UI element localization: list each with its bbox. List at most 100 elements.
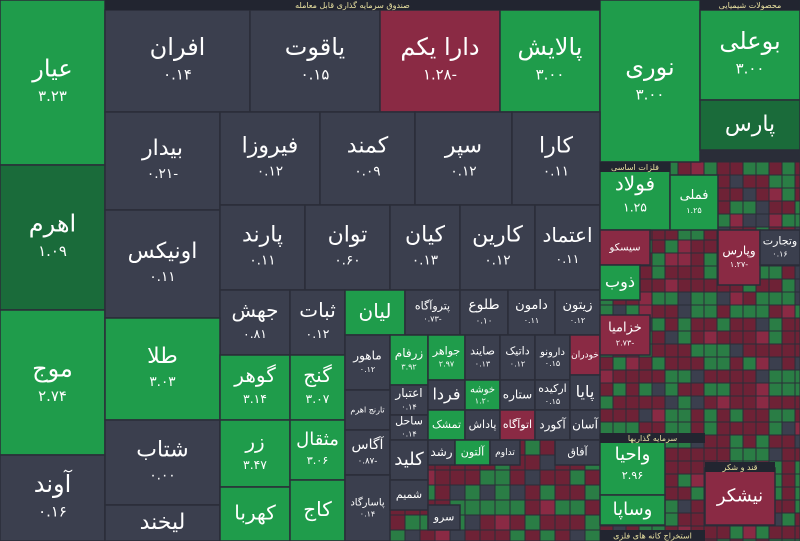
small-tile — [768, 369, 783, 384]
small-tile — [742, 317, 757, 332]
small-tile — [677, 278, 692, 293]
small-tile — [755, 525, 770, 540]
small-tile — [651, 265, 666, 280]
stock-tile: آفاق — [554, 439, 601, 466]
stock-name: دارونو — [539, 347, 565, 358]
stock-tile: واحیا ۲.۹۶ — [599, 434, 666, 496]
stock-name: فملی — [680, 188, 709, 203]
small-tile — [690, 317, 705, 332]
small-tile — [690, 252, 705, 267]
stock-change: ۰.۱۶ — [772, 250, 787, 259]
small-tile — [742, 421, 757, 436]
small-tile — [742, 382, 757, 397]
small-tile — [716, 330, 731, 345]
small-tile — [569, 469, 586, 486]
tile-bg — [717, 229, 761, 286]
small-tile — [768, 330, 783, 345]
stock-name: پایا — [576, 382, 595, 402]
small-tile — [781, 395, 796, 410]
small-tile — [781, 382, 796, 397]
small-tile — [690, 278, 705, 293]
small-tile — [494, 484, 511, 501]
stock-name: شتاب — [136, 437, 189, 462]
small-tile — [651, 278, 666, 293]
tile-bg — [534, 379, 571, 411]
tile-bg — [104, 419, 221, 506]
small-tile — [651, 291, 666, 306]
small-tile — [509, 469, 526, 486]
small-tile — [755, 421, 770, 436]
stock-tile: ارکیده ۰.۱۵ — [534, 379, 571, 411]
tile-bg — [414, 111, 513, 206]
stock-tile: پتروآگاه -۰.۷۳ — [404, 289, 461, 336]
stock-tile: زر ۳.۴۷ — [219, 419, 291, 488]
tile-bg — [219, 486, 291, 541]
small-tile — [690, 512, 705, 527]
small-tile — [638, 278, 653, 293]
small-tile — [755, 317, 770, 332]
stock-tile: اعتبار ۰.۱۴ — [389, 384, 429, 416]
small-tile — [794, 278, 800, 293]
small-tile — [703, 356, 718, 371]
small-tile — [651, 252, 666, 267]
tile-bg — [699, 9, 800, 101]
small-tile — [664, 265, 679, 280]
small-tile — [742, 200, 757, 215]
small-tile — [690, 395, 705, 410]
stock-change: ۳.۰۶ — [307, 454, 329, 467]
stock-name: فیروزا — [242, 133, 299, 158]
small-tile — [664, 499, 679, 514]
small-tile — [794, 434, 800, 449]
stock-tile: پارند ۰.۱۱ — [219, 204, 306, 291]
stock-change: ۰.۸۱ — [243, 326, 267, 341]
small-tile — [651, 317, 666, 332]
small-tile — [781, 356, 796, 371]
small-tile — [729, 330, 744, 345]
sector-header-bg — [600, 433, 705, 443]
stock-name: واحیا — [615, 444, 651, 465]
stock-tile: فیروزا ۰.۱۲ — [219, 111, 321, 206]
tile-bg — [427, 409, 466, 441]
small-tile — [677, 265, 692, 280]
stock-name: آفاق — [567, 445, 588, 459]
small-tile — [524, 439, 541, 456]
small-tile — [755, 304, 770, 319]
tile-bg — [0, 454, 106, 541]
stock-change: ۰.۱۱ — [524, 316, 540, 325]
small-tile — [638, 382, 653, 397]
small-tile — [781, 317, 796, 332]
small-tile — [781, 200, 796, 215]
stock-tile: کلید — [389, 439, 429, 481]
small-tile — [794, 395, 800, 410]
stock-name: شمیم — [396, 488, 422, 501]
stock-tile: لیان — [344, 289, 406, 336]
small-tile — [781, 421, 796, 436]
stock-tile: نیشکر — [704, 467, 776, 526]
small-tile — [768, 265, 783, 280]
small-tile — [690, 382, 705, 397]
stock-name: فولاد — [615, 172, 655, 196]
small-tile — [729, 408, 744, 423]
small-tile — [599, 382, 614, 397]
tile-bg — [427, 504, 461, 531]
stock-change: ۳.۰۰ — [636, 85, 665, 103]
small-tile — [729, 187, 744, 202]
stock-change: ۲.۹۷ — [439, 360, 455, 369]
stock-tile: زرفام ۳.۹۲ — [389, 334, 429, 386]
small-tile — [794, 460, 800, 475]
small-tile — [781, 161, 796, 176]
stock-tile: خودران — [569, 334, 601, 376]
small-tile — [729, 213, 744, 228]
small-tile — [755, 200, 770, 215]
small-tile — [781, 174, 796, 189]
stock-change: ۰.۱۳ — [475, 360, 491, 369]
tile-bg — [489, 439, 521, 466]
small-tile — [651, 343, 666, 358]
sector-header-bg — [105, 0, 600, 10]
small-tile — [781, 278, 796, 293]
small-tile — [690, 304, 705, 319]
stock-name: خزامیا — [608, 320, 642, 335]
stock-tile: آکورد — [534, 409, 571, 441]
